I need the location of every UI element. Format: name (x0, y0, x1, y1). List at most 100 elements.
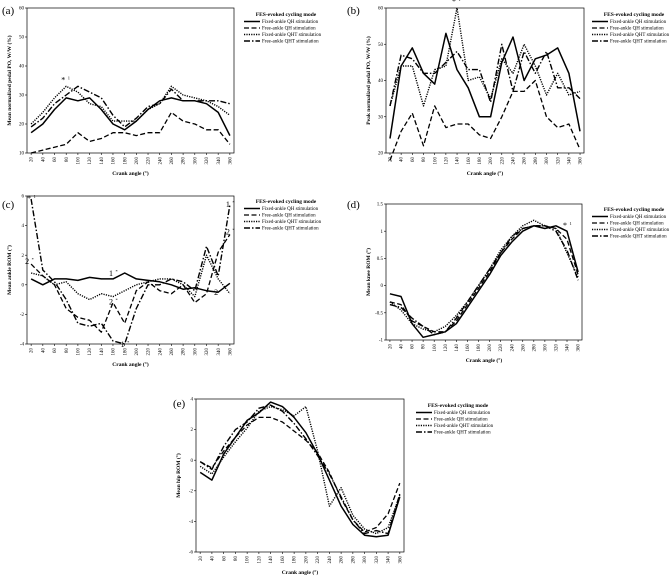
x-tick-label: 320 (555, 344, 560, 352)
x-axis-label: Crank angle (°) (112, 361, 149, 368)
legend: FES-evoked cycling mode Fixed-ankle QH st… (416, 403, 494, 436)
y-tick-label: 4 (22, 224, 25, 229)
legend-title: FES-evoked cycling mode (604, 12, 665, 18)
legend-entry: Fixed-ankle QHT stimulation (262, 33, 322, 38)
x-tick-label: 100 (76, 157, 81, 165)
x-tick-label: 280 (351, 556, 356, 564)
x-tick-label: 360 (579, 157, 584, 165)
series-line-3 (30, 254, 231, 301)
y-tick-label: -1 (379, 339, 384, 344)
panel-label: (e) (173, 398, 186, 410)
y-tick-label: 50 (19, 36, 25, 41)
x-tick-label: 280 (532, 344, 537, 352)
x-tick-label: 160 (112, 348, 117, 356)
legend-entry: Fixed-ankle QH stimulation (434, 411, 491, 416)
legend: FES-evoked cycling mode Fixed-ankle QH st… (592, 207, 669, 240)
y-tick-label: 10 (19, 152, 25, 157)
significance-star: * (452, 0, 456, 6)
x-tick-label: 220 (499, 344, 504, 352)
significance-star: 1 (109, 269, 113, 278)
y-tick-label: 30 (378, 115, 384, 120)
panel-label: (c) (2, 199, 15, 211)
x-tick-label: 240 (158, 348, 163, 356)
x-tick-label: 260 (340, 556, 345, 564)
x-tick-label: 140 (455, 344, 460, 352)
x-tick-label: 300 (543, 344, 548, 352)
chart-panel-5: (e) -6 -4 -2 0 2 4 20 40 60 80 100 120 140 160 180 200 22… (173, 398, 494, 576)
y-tick-label: 40 (19, 65, 25, 70)
x-tick-label: 20 (199, 556, 204, 562)
x-tick-label: 120 (257, 556, 262, 564)
x-tick-label: 320 (205, 157, 210, 165)
legend: FES-evoked cycling mode Fixed-ankle QH st… (244, 199, 322, 232)
x-tick-label: 80 (65, 157, 70, 163)
series-line-1 (30, 272, 231, 293)
significance-star: 2 (109, 298, 113, 307)
x-tick-label: 240 (512, 157, 517, 165)
x-tick-label: 260 (170, 157, 175, 165)
x-tick-label: 60 (53, 157, 58, 163)
y-tick-label: 50 (378, 43, 384, 48)
x-tick-label: 200 (135, 157, 140, 165)
chart-panel-1: (a) 10 20 30 40 50 60 20 40 60 80 100 120 140 160 180 20… (2, 5, 322, 177)
y-tick-label: 60 (378, 7, 384, 12)
x-tick-label: 300 (545, 157, 550, 165)
x-tick-label: 160 (467, 157, 472, 165)
x-tick-label: 120 (444, 157, 449, 165)
series-line-4 (199, 404, 401, 535)
plot-frame (26, 7, 235, 154)
x-tick-label: 360 (228, 348, 233, 356)
significance-superscript: * (127, 340, 130, 345)
series-line-1 (389, 32, 581, 139)
y-tick-label: 0 (381, 284, 384, 289)
x-tick-label: 200 (304, 556, 309, 564)
significance-superscript: 1 (68, 75, 70, 80)
x-tick-label: 340 (217, 157, 222, 165)
y-tick-label: -6 (189, 551, 194, 556)
x-axis-label: Crank angle (°) (467, 170, 504, 177)
x-tick-label: 300 (193, 157, 198, 165)
x-tick-label: 40 (211, 556, 216, 562)
x-tick-label: 60 (53, 348, 58, 354)
legend-entry: Free-ankle QHT stimulation (262, 40, 319, 45)
y-tick-label: 0.5 (377, 257, 384, 262)
legend-entry: Fixed-ankle QH stimulation (610, 20, 667, 25)
significance-star: * (27, 194, 31, 203)
legend-entry: Fixed-ankle QHT stimulation (610, 33, 669, 38)
y-tick-label: -2 (189, 489, 194, 494)
y-axis-label: Mean normalized pedal PO, W/W (%) (6, 35, 13, 125)
legend-entry: Free-ankle QH stimulation (262, 214, 316, 219)
x-tick-label: 200 (489, 157, 494, 165)
legend-entry: Fixed-ankle QHT stimulation (610, 228, 669, 233)
y-tick-label: -4 (20, 343, 25, 348)
series-line-1 (389, 225, 579, 339)
panel-label: (b) (347, 5, 360, 17)
x-tick-label: 340 (567, 157, 572, 165)
legend-entry: Fixed-ankle QHT stimulation (262, 220, 322, 225)
chart-panel-3: (c) -4 -2 0 2 4 6 20 40 60 80 100 120 140 160 180 200 220… (2, 194, 322, 368)
x-tick-label: 180 (123, 348, 128, 356)
x-tick-label: 220 (147, 157, 152, 165)
chart-panel-4: (d) -1 -0.5 0 0.5 1 1.5 20 40 60 80 100 120 140 160 180… (347, 199, 669, 364)
x-axis-label: Crank angle (°) (282, 569, 319, 576)
x-tick-label: 240 (328, 556, 333, 564)
x-tick-label: 280 (534, 157, 539, 165)
series-line-2 (389, 79, 581, 161)
x-tick-label: 60 (222, 556, 227, 562)
legend-title: FES-evoked cycling mode (428, 403, 489, 409)
x-tick-label: 320 (556, 157, 561, 165)
y-tick-label: 0 (22, 283, 25, 288)
x-tick-label: 260 (521, 344, 526, 352)
x-tick-label: 120 (444, 344, 449, 352)
x-tick-label: 200 (135, 348, 140, 356)
x-tick-label: 260 (523, 157, 528, 165)
x-tick-label: 40 (41, 348, 46, 354)
legend-entry: Free-ankle QH stimulation (610, 27, 664, 32)
x-tick-label: 100 (433, 157, 438, 165)
series-line-3 (199, 405, 401, 535)
x-tick-label: 100 (76, 348, 81, 356)
legend-entry: Fixed-ankle QH stimulation (610, 215, 667, 220)
series-line-3 (389, 219, 579, 333)
legend: FES-evoked cycling mode Fixed-ankle QH st… (244, 12, 322, 45)
